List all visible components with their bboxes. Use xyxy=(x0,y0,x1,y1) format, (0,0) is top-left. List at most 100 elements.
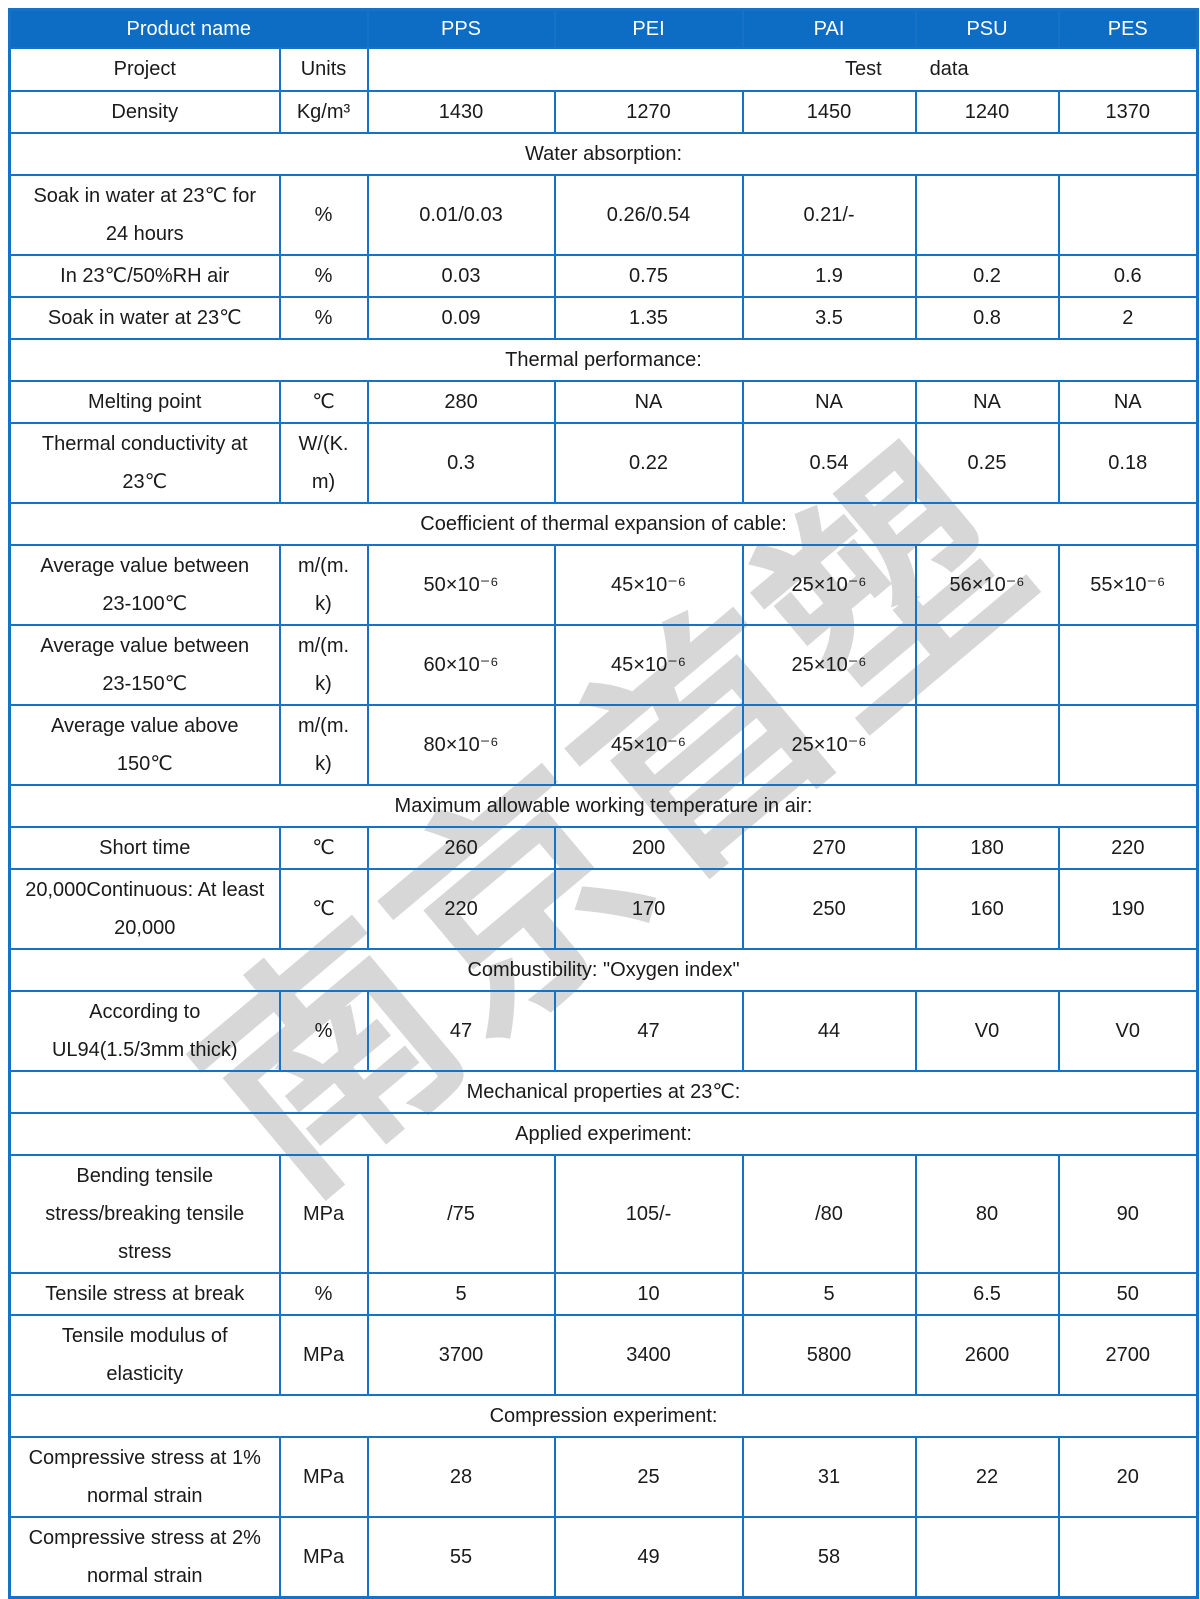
row-unit: % xyxy=(278,174,369,256)
cell-pei: 45×10⁻⁶ xyxy=(553,704,744,786)
cell-pes: 220 xyxy=(1057,826,1199,870)
cell-pps: 260 xyxy=(366,826,556,870)
section-row: Mechanical properties at 23℃: xyxy=(8,1070,1199,1114)
section-label: Compression experiment: xyxy=(8,1394,1199,1438)
cell-pai: 25×10⁻⁶ xyxy=(741,624,917,706)
cell-pei: 0.22 xyxy=(553,422,744,504)
table-row-rh-air: In 23℃/50%RH air % 0.03 0.75 1.9 0.2 0.6 xyxy=(8,254,1199,298)
table-row-continuous: 20,000Continuous: At least 20,000 ℃ 220 … xyxy=(8,868,1199,950)
table-row-tensile-break: Tensile stress at break % 5 10 5 6.5 50 xyxy=(8,1272,1199,1316)
cell-pai: 44 xyxy=(741,990,917,1072)
cell-pes xyxy=(1057,624,1199,706)
cell-pei: 47 xyxy=(553,990,744,1072)
row-unit: MPa xyxy=(278,1154,369,1274)
cell-psu: 0.8 xyxy=(914,296,1060,340)
row-unit: MPa xyxy=(278,1314,369,1396)
row-unit: ℃ xyxy=(278,826,369,870)
cell-psu: 22 xyxy=(914,1436,1060,1518)
cell-pei: 10 xyxy=(553,1272,744,1316)
cell-pai: 5800 xyxy=(741,1314,917,1396)
section-label: Applied experiment: xyxy=(8,1112,1199,1156)
cell-pps: 0.03 xyxy=(366,254,556,298)
row-label: Tensile stress at break xyxy=(8,1272,281,1316)
section-row: Applied experiment: xyxy=(8,1112,1199,1156)
cell-pps: 0.09 xyxy=(366,296,556,340)
table-row-melting-point: Melting point ℃ 280 NA NA NA NA xyxy=(8,380,1199,424)
cell-pei: 0.26/0.54 xyxy=(553,174,744,256)
cell-pes: 190 xyxy=(1057,868,1199,950)
row-unit: ℃ xyxy=(278,868,369,950)
material-properties-table: Product name PPS PEI PAI PSU PES Project… xyxy=(8,8,1200,1599)
table-row-bending: Bending tensile stress/breaking tensile … xyxy=(8,1154,1199,1274)
cell-pes: 20 xyxy=(1057,1436,1199,1518)
cell-psu xyxy=(914,624,1060,706)
row-unit: MPa xyxy=(278,1516,369,1599)
cell-psu xyxy=(914,174,1060,256)
cell-pai: 3.5 xyxy=(741,296,917,340)
header-row: Product name PPS PEI PAI PSU PES xyxy=(8,8,1199,49)
cell-pes xyxy=(1057,1516,1199,1599)
cell-psu xyxy=(914,1516,1060,1599)
cell-pei: 0.75 xyxy=(553,254,744,298)
row-label: Average value between 23-100℃ xyxy=(8,544,281,626)
row-label: Soak in water at 23℃ xyxy=(8,296,281,340)
cell-pai: 0.54 xyxy=(741,422,917,504)
cell-pps: 220 xyxy=(366,868,556,950)
cell-pps: 60×10⁻⁶ xyxy=(366,624,556,706)
cell-pai: 25×10⁻⁶ xyxy=(741,704,917,786)
row-unit: m/(m. k) xyxy=(278,624,369,706)
cell-pai: 58 xyxy=(741,1516,917,1599)
row-label: Thermal conductivity at 23℃ xyxy=(8,422,281,504)
cell-pes: 1370 xyxy=(1057,90,1199,134)
cell-pes: 90 xyxy=(1057,1154,1199,1274)
section-label: Water absorption: xyxy=(8,132,1199,176)
table-row-short-time: Short time ℃ 260 200 270 180 220 xyxy=(8,826,1199,870)
section-label: Mechanical properties at 23℃: xyxy=(8,1070,1199,1114)
cell-pei: 25 xyxy=(553,1436,744,1518)
row-unit: % xyxy=(278,990,369,1072)
header-col-pai: PAI xyxy=(741,8,917,49)
cell-pai: 1450 xyxy=(741,90,917,134)
cell-pes xyxy=(1057,174,1199,256)
cell-pps: 0.01/0.03 xyxy=(366,174,556,256)
units-label: Units xyxy=(278,47,369,92)
test-data-cell: Test data xyxy=(366,47,1199,92)
table-row-density: Density Kg/m³ 1430 1270 1450 1240 1370 xyxy=(8,90,1199,134)
cell-psu: 0.25 xyxy=(914,422,1060,504)
cell-pai: 250 xyxy=(741,868,917,950)
cell-pps: 80×10⁻⁶ xyxy=(366,704,556,786)
table-row-soak-23: Soak in water at 23℃ % 0.09 1.35 3.5 0.8… xyxy=(8,296,1199,340)
cell-pai: 1.9 xyxy=(741,254,917,298)
row-label: 20,000Continuous: At least 20,000 xyxy=(8,868,281,950)
table-row-compressive-1pct: Compressive stress at 1% normal strain M… xyxy=(8,1436,1199,1518)
cell-psu xyxy=(914,704,1060,786)
row-unit: Kg/m³ xyxy=(278,90,369,134)
cell-psu: 80 xyxy=(914,1154,1060,1274)
row-label: Average value above 150℃ xyxy=(8,704,281,786)
row-label: Melting point xyxy=(8,380,281,424)
row-label: In 23℃/50%RH air xyxy=(8,254,281,298)
section-label: Combustibility: "Oxygen index" xyxy=(8,948,1199,992)
row-label: Soak in water at 23℃ for 24 hours xyxy=(8,174,281,256)
cell-psu: 6.5 xyxy=(914,1272,1060,1316)
row-unit: % xyxy=(278,1272,369,1316)
row-unit: % xyxy=(278,296,369,340)
cell-pps: 5 xyxy=(366,1272,556,1316)
cell-psu: 0.2 xyxy=(914,254,1060,298)
row-unit: MPa xyxy=(278,1436,369,1518)
cell-pps: 0.3 xyxy=(366,422,556,504)
cell-pps: 28 xyxy=(366,1436,556,1518)
test-label: Test xyxy=(844,58,882,80)
row-label: Tensile modulus of elasticity xyxy=(8,1314,281,1396)
cell-pei: 200 xyxy=(553,826,744,870)
cell-pai: NA xyxy=(741,380,917,424)
row-unit: m/(m. k) xyxy=(278,544,369,626)
cell-pei: 3400 xyxy=(553,1314,744,1396)
cell-pps: 47 xyxy=(366,990,556,1072)
row-label: Average value between 23-150℃ xyxy=(8,624,281,706)
cell-pai: 270 xyxy=(741,826,917,870)
cell-psu: V0 xyxy=(914,990,1060,1072)
table-row-expansion-23-100: Average value between 23-100℃ m/(m. k) 5… xyxy=(8,544,1199,626)
project-label: Project xyxy=(8,47,281,92)
cell-pes: 0.6 xyxy=(1057,254,1199,298)
